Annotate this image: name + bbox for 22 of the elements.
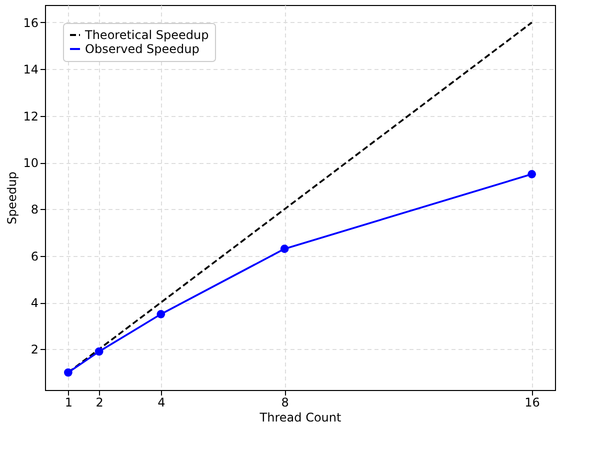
- y-tick-label: 14: [23, 62, 38, 77]
- legend-label: Theoretical Speedup: [84, 28, 209, 42]
- point: [64, 368, 72, 377]
- y-tick-label: 2: [30, 342, 38, 357]
- point: [94, 347, 104, 356]
- x-axis-title: Thread Count: [258, 410, 342, 424]
- y-tick-label: 8: [30, 202, 38, 217]
- x-tick-label: 1: [64, 396, 72, 410]
- point: [156, 310, 166, 318]
- x-tick-label: 4: [158, 396, 166, 410]
- y-tick-label: 16: [23, 16, 38, 30]
- legend-label: Observed Speedup: [85, 42, 200, 56]
- y-tick-label: 12: [23, 109, 38, 124]
- point: [280, 244, 289, 254]
- x-tick-label: 2: [96, 396, 104, 410]
- x-tick-label: 8: [281, 396, 289, 410]
- y-tick-label: 4: [30, 296, 38, 310]
- x-tick-label: 16: [524, 396, 540, 410]
- y-tick-label: 6: [30, 249, 38, 264]
- y-axis-title: Speedup: [5, 172, 20, 224]
- y-tick-label: 10: [23, 156, 38, 170]
- point: [528, 170, 536, 178]
